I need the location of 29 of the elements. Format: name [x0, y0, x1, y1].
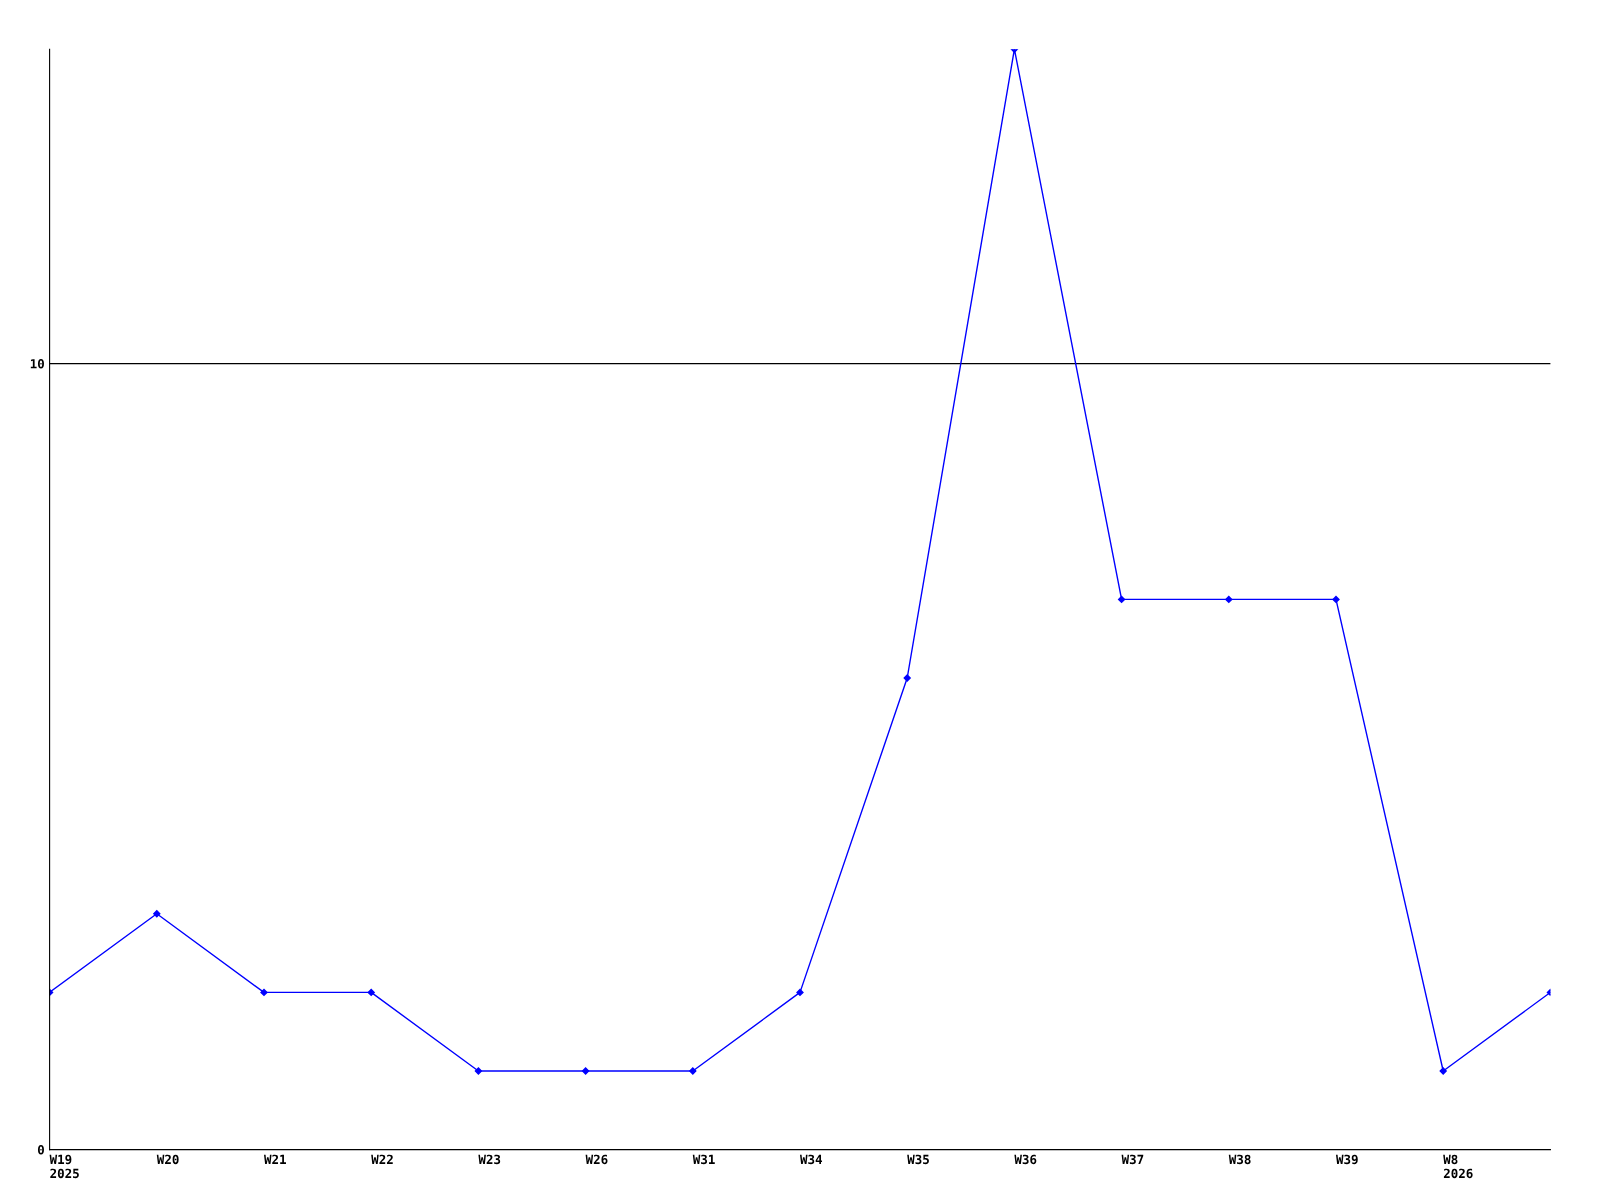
- point: [474, 1067, 483, 1075]
- x-tick-label: W37: [1121, 1154, 1144, 1165]
- x-tick-label: W35: [907, 1154, 929, 1165]
- point: [1332, 595, 1340, 604]
- point: [260, 988, 268, 997]
- y-tick-label: 0: [37, 1145, 44, 1155]
- x-tick-label: W26: [585, 1154, 608, 1165]
- x-tick-label: W39: [1336, 1154, 1358, 1165]
- point: [689, 1067, 697, 1075]
- x-tick-label: W20: [156, 1154, 179, 1165]
- point: [903, 674, 911, 682]
- x-tick-label: W31: [692, 1154, 715, 1165]
- point: [796, 988, 804, 997]
- point: [1225, 595, 1233, 604]
- line-series: [49, 49, 1551, 1075]
- x-tick-label: W21: [264, 1154, 286, 1164]
- point: [153, 910, 161, 918]
- x-tick-label: W34: [800, 1154, 823, 1165]
- point: [1117, 595, 1126, 604]
- point: [367, 988, 375, 997]
- x-tick-label: W38: [1228, 1154, 1251, 1165]
- y-tick-label: 10: [30, 359, 44, 369]
- x-tick-label: W36: [1014, 1154, 1037, 1165]
- point: [1439, 1067, 1447, 1075]
- x-tick-label: W8 2026: [1443, 1154, 1473, 1179]
- x-tick-label: W22: [371, 1154, 393, 1164]
- x-tick-label: W23: [478, 1154, 501, 1165]
- x-tick-label: W19 2025: [49, 1154, 79, 1179]
- point: [581, 1067, 590, 1075]
